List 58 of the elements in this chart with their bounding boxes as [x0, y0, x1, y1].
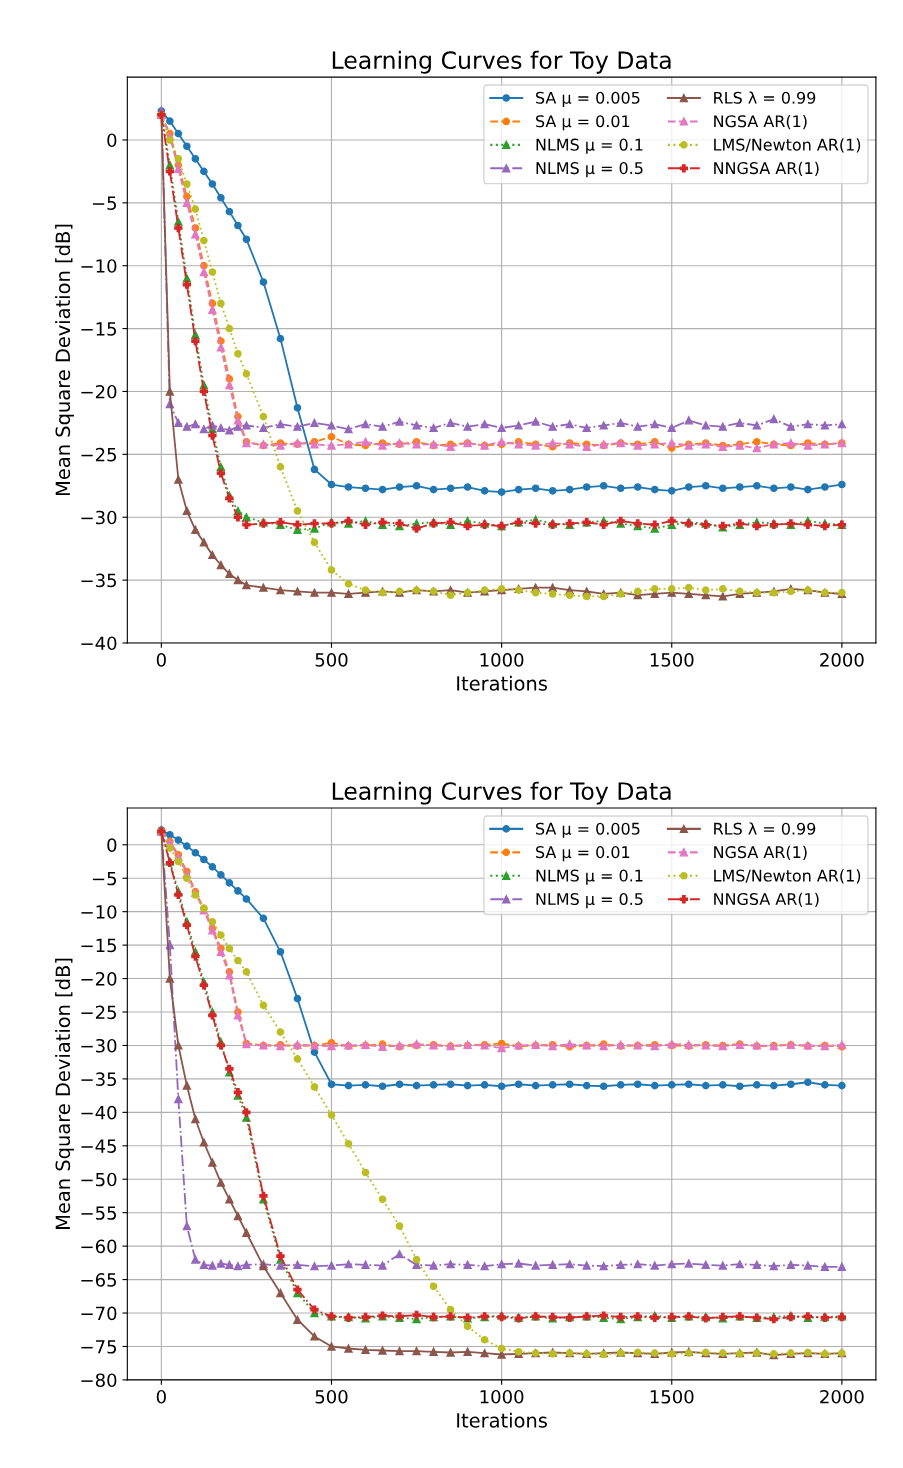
y-tick-label: −35 — [81, 573, 117, 588]
y-tick-label: −80 — [81, 1373, 117, 1388]
x-tick-label: 1000 — [480, 1389, 524, 1404]
x-tick-label: 1500 — [650, 653, 694, 667]
y-tick-label: −15 — [81, 322, 117, 336]
legend-label: SA μ = 0.005 — [536, 91, 640, 107]
legend-label: NLMS μ = 0.5 — [536, 892, 643, 909]
y-tick-label: −65 — [81, 1273, 117, 1287]
y-tick-label: −55 — [81, 1206, 117, 1220]
legend-label: LMS/Newton AR(1) — [714, 138, 861, 153]
x-tick-label: 1500 — [650, 1389, 694, 1404]
legend-label: NGSA AR(1) — [714, 845, 807, 861]
legend-label: NLMS μ = 0.1 — [536, 138, 643, 154]
y-axis-title: Mean Square Deviation [dB] — [55, 224, 74, 496]
y-axis-title: Mean Square Deviation [dB] — [55, 958, 74, 1229]
legend-label: NNGSA AR(1) — [714, 892, 819, 907]
x-tick-label: 500 — [315, 653, 348, 667]
chart-title: Learning Curves for Toy Data — [332, 50, 671, 74]
legend-label: SA μ = 0.01 — [536, 115, 630, 131]
x-axis-title: Iterations — [457, 675, 547, 691]
x-axis-title: Iterations — [457, 1412, 547, 1428]
y-tick-label: −35 — [81, 1072, 117, 1087]
y-tick-label: 0 — [107, 133, 117, 148]
legend-label: SA μ = 0.01 — [536, 846, 630, 862]
legend-label: SA μ = 0.005 — [536, 822, 640, 838]
y-tick-label: 0 — [107, 838, 117, 852]
legend-label: NNGSA AR(1) — [714, 161, 819, 177]
y-tick-label: −25 — [81, 1005, 117, 1020]
x-tick-label: 0 — [156, 1389, 166, 1404]
x-tick-label: 1000 — [480, 653, 524, 667]
y-tick-label: −70 — [81, 1306, 117, 1321]
y-tick-label: −5 — [92, 871, 117, 886]
y-tick-label: −15 — [81, 938, 117, 953]
legend-label: NLMS μ = 0.5 — [536, 162, 643, 178]
legend-label: RLS λ = 0.99 — [714, 822, 816, 835]
y-tick-label: −45 — [81, 1139, 117, 1153]
y-tick-label: −50 — [81, 1172, 117, 1187]
x-tick-label: 500 — [315, 1389, 348, 1404]
x-tick-label: 0 — [156, 653, 166, 667]
y-tick-label: −40 — [81, 1105, 117, 1120]
legend-label: NLMS μ = 0.1 — [536, 869, 643, 885]
y-tick-label: −10 — [81, 905, 117, 919]
legend-label: LMS/Newton AR(1) — [714, 869, 861, 884]
y-tick-label: −60 — [81, 1239, 117, 1254]
y-tick-label: −30 — [81, 1038, 117, 1053]
y-tick-label: −40 — [81, 636, 117, 651]
y-tick-label: −25 — [81, 447, 117, 462]
y-tick-label: −20 — [81, 972, 117, 986]
x-tick-label: 2000 — [820, 1389, 864, 1404]
y-tick-label: −10 — [81, 259, 117, 273]
y-tick-label: −5 — [92, 196, 117, 210]
legend-label: RLS λ = 0.99 — [714, 91, 816, 104]
chart-title: Learning Curves for Toy Data — [332, 781, 671, 805]
legend-label: NGSA AR(1) — [714, 114, 807, 130]
y-tick-label: −20 — [81, 384, 117, 399]
x-tick-label: 2000 — [820, 653, 864, 667]
y-tick-label: −75 — [81, 1340, 117, 1354]
y-tick-label: −30 — [81, 510, 117, 525]
